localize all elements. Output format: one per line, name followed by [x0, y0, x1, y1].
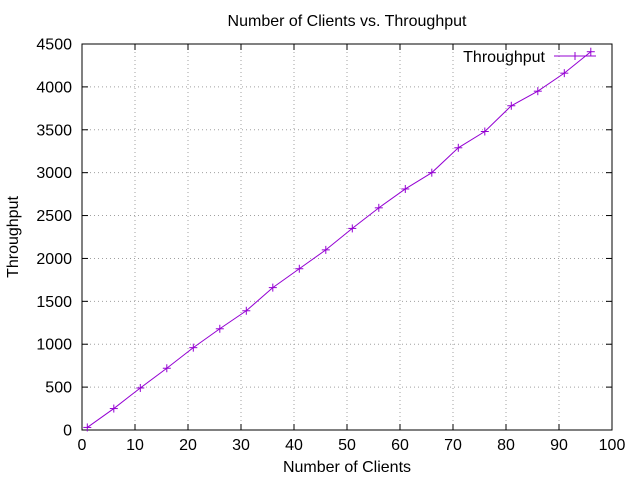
- data-point: [268, 283, 277, 292]
- series-line: [87, 51, 592, 428]
- series-layer: [83, 47, 595, 432]
- data-point: [295, 264, 304, 273]
- legend-label: Throughput: [463, 49, 545, 66]
- axes: 0 10 20 30 40 50 60 70 80 90 100050010001500200025…: [36, 37, 625, 455]
- x-tick-label: 50: [338, 437, 356, 454]
- grid-lines: [82, 44, 612, 430]
- data-point: [480, 127, 489, 136]
- x-tick-label: 60: [391, 437, 409, 454]
- data-point: [83, 423, 92, 432]
- data-point: [533, 87, 542, 96]
- y-tick-label: 2000: [36, 251, 72, 268]
- data-point: [215, 324, 224, 333]
- y-tick-label: 1500: [36, 294, 72, 311]
- data-point: [507, 101, 516, 110]
- chart-title: Number of Clients vs. Throughput: [228, 13, 467, 30]
- data-point: [242, 306, 251, 315]
- x-tick-label: 30: [232, 437, 250, 454]
- x-tick-label: 0: [78, 437, 87, 454]
- y-tick-label: 1000: [36, 337, 72, 354]
- data-point: [321, 245, 330, 254]
- y-axis-label: Throughput: [5, 196, 22, 278]
- data-point: [560, 69, 569, 78]
- x-tick-label: 100: [599, 437, 626, 454]
- x-tick-label: 90: [550, 437, 568, 454]
- data-point: [586, 47, 595, 56]
- data-point: [427, 168, 436, 177]
- data-point: [348, 224, 357, 233]
- data-point: [401, 184, 410, 193]
- y-tick-label: 500: [45, 380, 72, 397]
- data-point: [162, 364, 171, 373]
- data-point: [136, 383, 145, 392]
- y-tick-label: 3500: [36, 122, 72, 139]
- x-tick-label: 20: [179, 437, 197, 454]
- data-point: [374, 203, 383, 212]
- y-tick-label: 4500: [36, 37, 72, 54]
- x-tick-label: 70: [444, 437, 462, 454]
- data-point: [189, 343, 198, 352]
- x-tick-label: 80: [497, 437, 515, 454]
- y-tick-label: 4000: [36, 79, 72, 96]
- data-point: [109, 404, 118, 413]
- data-point: [454, 143, 463, 152]
- x-tick-label: 40: [285, 437, 303, 454]
- y-tick-label: 3000: [36, 165, 72, 182]
- x-tick-label: 10: [126, 437, 144, 454]
- legend: Throughput: [463, 49, 596, 66]
- x-axis-label: Number of Clients: [283, 459, 411, 476]
- y-tick-label: 0: [63, 423, 72, 440]
- y-tick-label: 2500: [36, 208, 72, 225]
